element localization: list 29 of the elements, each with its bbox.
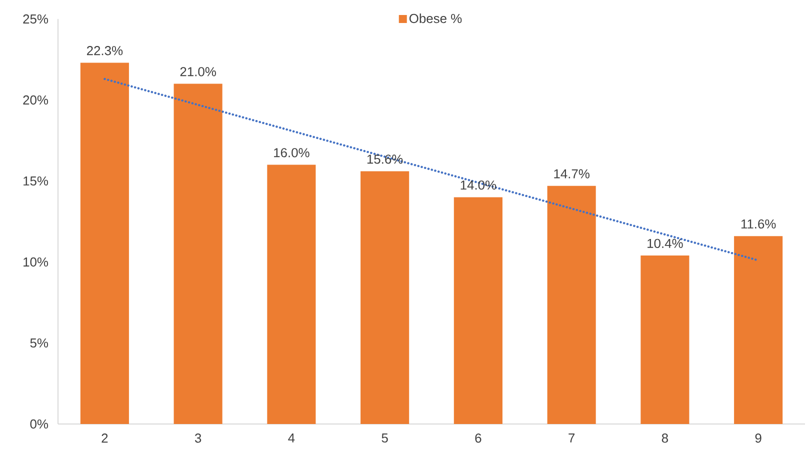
x-tick-label: 4 [288,434,295,442]
bar [640,256,690,424]
x-tick-label: 3 [194,434,202,443]
y-tick-label: 5% [30,338,48,348]
x-tick-label: 9 [755,434,762,443]
bar [267,164,316,424]
y-tick-label: 25% [23,14,48,24]
bar [360,171,410,424]
y-tick-label: 15% [24,176,48,186]
bar [454,197,502,424]
y-tick-label: 10% [24,257,48,267]
x-tick-label: 7 [568,434,575,442]
data-label: 14.7% [554,169,590,178]
x-tick-label: 6 [475,434,482,443]
data-label: 16.0% [274,148,310,158]
x-tick-label: 5 [382,434,388,443]
y-tick-label: 0% [30,419,48,429]
bar [547,186,596,424]
data-label: 21.0% [180,67,216,76]
legend-label: Obese % [409,14,462,24]
data-label: 22.3% [86,46,123,56]
x-tick-label: 2 [102,434,108,443]
bar [80,62,129,424]
bar [734,236,783,424]
data-label: 10.4% [648,238,683,248]
data-label: 11.6% [741,219,776,229]
bar [174,84,222,424]
x-tick-label: 8 [662,434,668,443]
y-tick-label: 20% [23,95,48,105]
